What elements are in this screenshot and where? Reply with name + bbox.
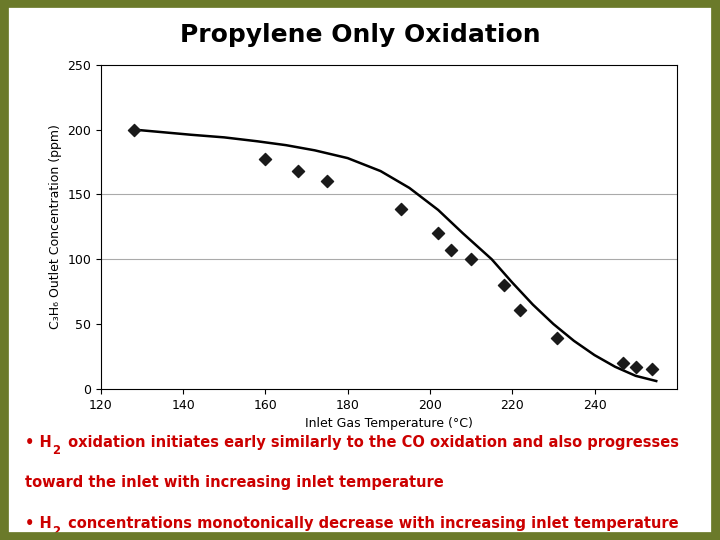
Point [552,334,563,342]
Text: toward the inlet with increasing inlet temperature: toward the inlet with increasing inlet t… [25,475,444,490]
Text: 2: 2 [53,444,60,457]
Text: • H: • H [25,516,52,531]
Text: Propylene Only Oxidation: Propylene Only Oxidation [180,23,540,47]
Point [515,306,526,314]
Point [630,362,642,371]
Text: oxidation initiates early similarly to the CO oxidation and also progresses: oxidation initiates early similarly to t… [63,435,679,450]
Point [292,167,304,176]
Point [618,359,629,367]
Point [128,125,140,134]
Point [260,155,271,164]
Point [465,255,477,264]
Text: 2: 2 [53,525,60,538]
Point [433,229,444,238]
Point [498,281,510,289]
Text: • H: • H [25,435,52,450]
Point [445,246,456,254]
Point [321,177,333,186]
Y-axis label: C₃H₆ Outlet Concentration (ppm): C₃H₆ Outlet Concentration (ppm) [49,124,62,329]
Text: concentrations monotonically decrease with increasing inlet temperature: concentrations monotonically decrease wi… [63,516,678,531]
X-axis label: Inlet Gas Temperature (°C): Inlet Gas Temperature (°C) [305,417,473,430]
Point [647,365,658,374]
Point [395,204,407,213]
